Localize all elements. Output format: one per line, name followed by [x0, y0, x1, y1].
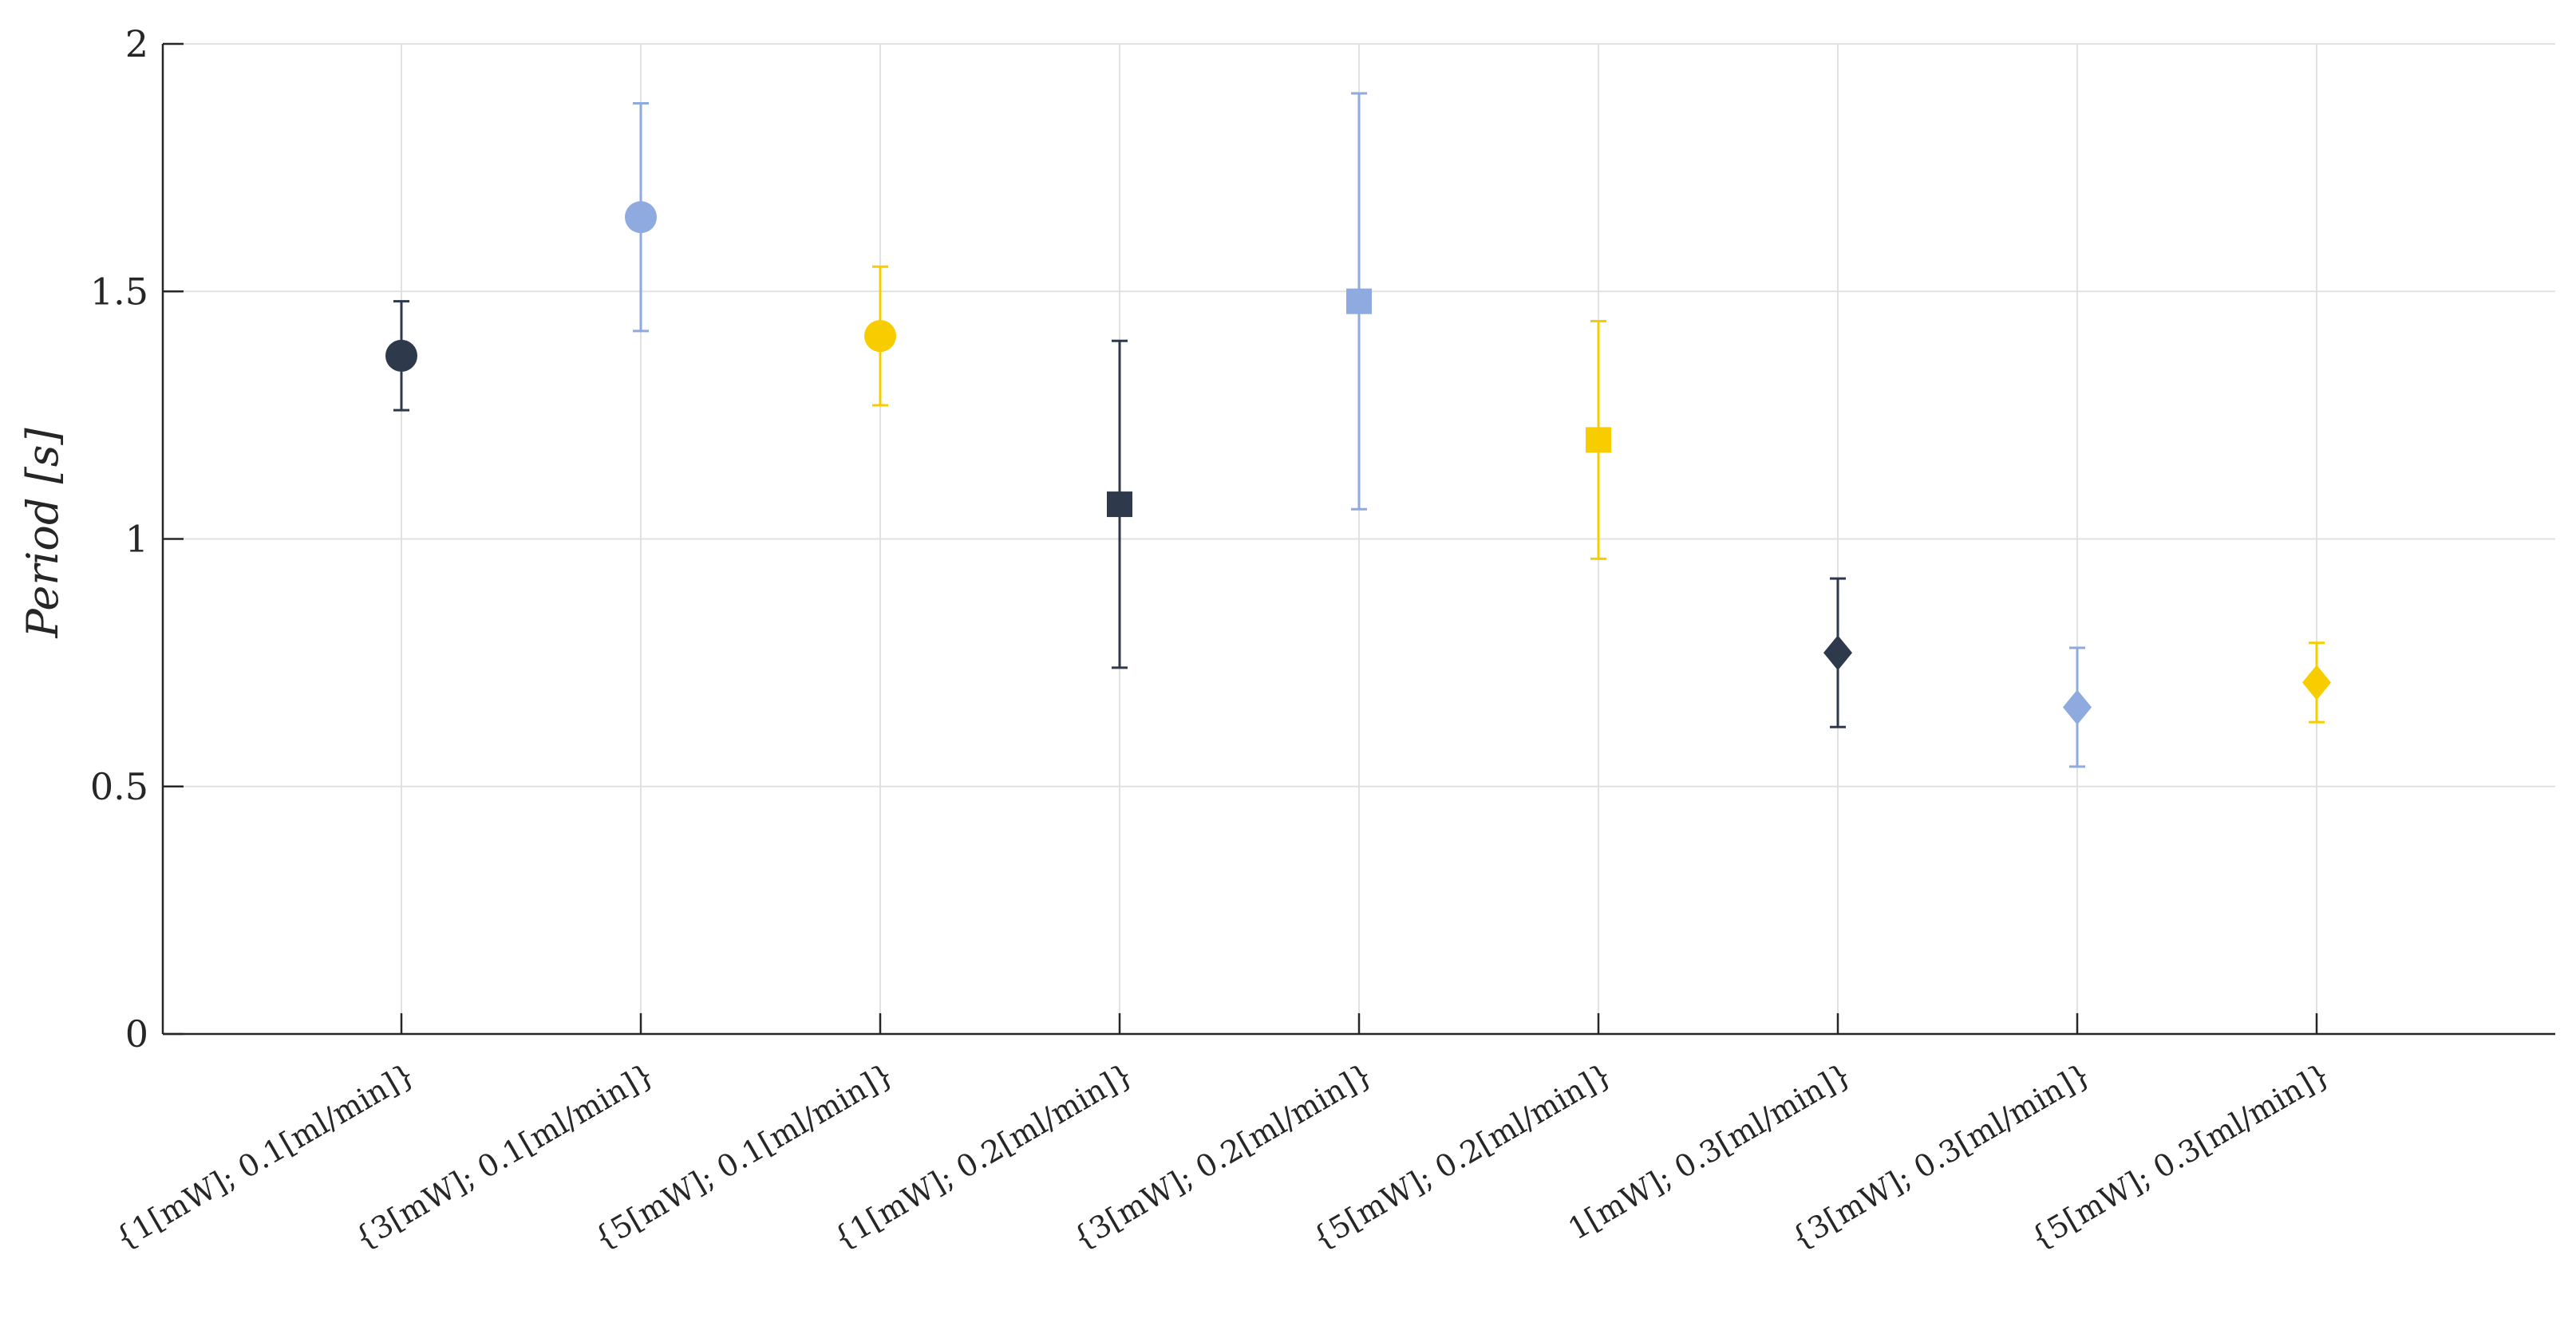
y-axis-label: Period [s] [18, 428, 68, 639]
data-point-square [1586, 427, 1611, 453]
data-point-square [1107, 491, 1132, 518]
data-point-group [1823, 577, 1852, 728]
data-point-group [2063, 646, 2092, 768]
grid [163, 43, 2555, 1035]
x-tick-labels: {1[mW]; 0.1[ml/min]}{3[mW]; 0.1[ml/min]}… [109, 1056, 2337, 1257]
data-point-group [864, 265, 896, 407]
data-point-diamond [1823, 635, 1852, 671]
y-tick-label: 0 [125, 1012, 148, 1056]
y-tick-label: 1 [125, 518, 148, 561]
data-points [385, 92, 2331, 768]
y-tick-label: 0.5 [90, 765, 148, 808]
data-point-group [1586, 319, 1611, 560]
y-tick-labels: 0 0.5 1 1.5 2 [90, 22, 148, 1056]
data-point-group [385, 300, 417, 412]
data-point-group [1346, 92, 1372, 511]
data-point-diamond [2302, 665, 2331, 700]
axes [161, 42, 2555, 1036]
data-point-group [1107, 339, 1132, 669]
data-point-group [2302, 641, 2331, 724]
data-point-diamond [2063, 689, 2092, 725]
y-tick-label: 1.5 [90, 270, 148, 313]
data-point-circle [864, 320, 896, 353]
data-point-circle [385, 339, 417, 372]
data-point-square [1346, 288, 1372, 314]
y-tick-label: 2 [125, 22, 148, 65]
data-point-circle [625, 201, 657, 234]
data-point-group [625, 101, 657, 333]
